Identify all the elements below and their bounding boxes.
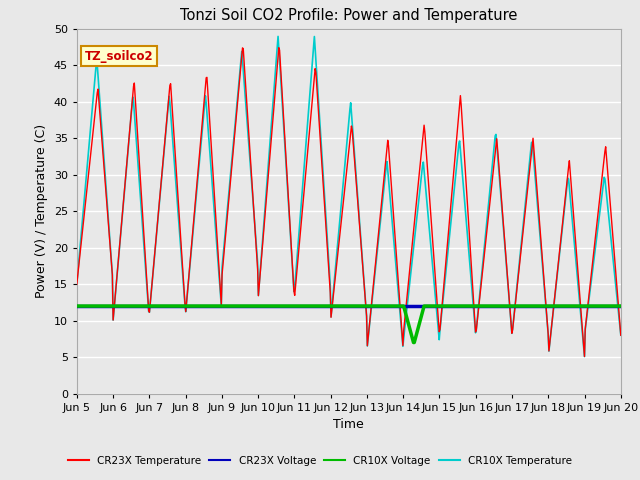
Y-axis label: Power (V) / Temperature (C): Power (V) / Temperature (C) (35, 124, 48, 298)
X-axis label: Time: Time (333, 418, 364, 431)
Title: Tonzi Soil CO2 Profile: Power and Temperature: Tonzi Soil CO2 Profile: Power and Temper… (180, 9, 518, 24)
Legend: CR23X Temperature, CR23X Voltage, CR10X Voltage, CR10X Temperature: CR23X Temperature, CR23X Voltage, CR10X … (63, 452, 577, 470)
Text: TZ_soilco2: TZ_soilco2 (85, 50, 154, 63)
